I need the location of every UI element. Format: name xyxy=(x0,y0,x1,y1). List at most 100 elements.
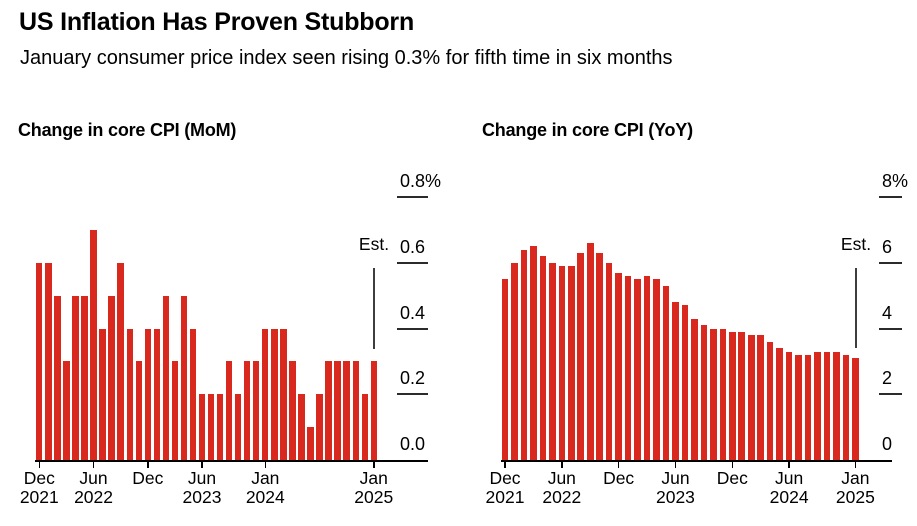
yoy-y-tick-label: 0 xyxy=(882,434,893,454)
mom-x-tick-mark xyxy=(264,461,267,468)
yoy-bar xyxy=(738,331,746,460)
mom-bar xyxy=(90,229,97,460)
yoy-bar xyxy=(842,354,850,460)
yoy-bar xyxy=(766,341,774,460)
yoy-estimate-label: Est. xyxy=(840,234,872,254)
mom-bar xyxy=(207,394,215,460)
yoy-y-tick-label: 4 xyxy=(882,302,893,323)
yoy-x-tick-label: Jun 2022 xyxy=(542,468,582,507)
yoy-bar xyxy=(662,285,670,460)
mom-bar xyxy=(271,328,278,460)
yoy-x-tick-label: Jun 2024 xyxy=(769,468,809,507)
mom-bar xyxy=(234,394,242,460)
yoy-bar xyxy=(700,325,708,460)
yoy-bar xyxy=(520,249,528,460)
yoy-x-tick-label: Dec xyxy=(716,468,748,488)
mom-x-tick-mark xyxy=(92,461,95,468)
yoy-bar xyxy=(672,302,679,460)
yoy-bar xyxy=(567,266,575,460)
yoy-bar xyxy=(586,243,594,460)
mom-bar xyxy=(153,328,160,460)
yoy-bar xyxy=(530,246,537,460)
yoy-x-axis-line xyxy=(501,459,892,462)
mom-bar xyxy=(334,361,341,460)
mom-bar xyxy=(81,295,88,460)
mom-bar xyxy=(99,328,106,460)
yoy-bar xyxy=(615,272,622,460)
page-subtitle: January consumer price index seen rising… xyxy=(20,47,673,69)
yoy-y-tick-label: 8% xyxy=(882,171,909,191)
yoy-bar-estimate xyxy=(852,358,859,460)
yoy-bar xyxy=(501,279,509,460)
mom-x-tick-label: Dec xyxy=(132,468,164,488)
yoy-x-tick-label: Dec xyxy=(603,468,635,488)
yoy-x-tick-mark xyxy=(561,461,563,468)
yoy-x-tick-label: Jan 2025 xyxy=(835,468,875,507)
yoy-bar xyxy=(785,351,793,460)
mom-y-tick-mark xyxy=(397,261,428,264)
yoy-y-tick-label: 6 xyxy=(882,236,893,257)
mom-bar xyxy=(198,394,206,460)
yoy-bar xyxy=(719,328,727,460)
mom-bar xyxy=(54,295,61,460)
yoy-y-tick-mark xyxy=(879,196,902,198)
yoy-bar xyxy=(804,354,812,460)
mom-bar xyxy=(117,262,124,460)
mom-bar xyxy=(225,361,233,460)
mom-bar xyxy=(325,361,332,460)
mom-bar xyxy=(280,328,287,460)
yoy-bar xyxy=(691,318,698,460)
yoy-y-tick-mark xyxy=(879,393,902,396)
yoy-bar xyxy=(558,266,566,460)
mom-y-tick-mark xyxy=(397,196,428,198)
mom-bar xyxy=(244,361,251,460)
yoy-bar xyxy=(747,335,755,460)
yoy-y-tick-label: 2 xyxy=(882,368,893,389)
yoy-bar xyxy=(605,262,613,460)
yoy-bar xyxy=(776,348,783,460)
mom-y-tick-mark xyxy=(397,393,428,396)
yoy-bar xyxy=(634,279,641,460)
yoy-bar xyxy=(795,354,802,460)
mom-estimate-line xyxy=(373,268,375,349)
yoy-bar xyxy=(577,252,585,460)
mom-bar xyxy=(171,361,179,460)
mom-bar xyxy=(162,295,170,460)
mom-x-tick-mark xyxy=(38,461,41,468)
mom-bar xyxy=(343,361,350,460)
yoy-bar xyxy=(823,351,831,460)
chart-title-mom: Change in core CPI (MoM) xyxy=(18,120,237,140)
mom-y-tick-label: 0.6 xyxy=(400,236,426,257)
yoy-x-tick-label: Jun 2023 xyxy=(655,468,695,507)
mom-bar xyxy=(352,361,359,460)
mom-bar xyxy=(316,394,323,460)
mom-bar-estimate xyxy=(370,361,377,460)
yoy-bar xyxy=(624,275,632,460)
yoy-bar xyxy=(681,305,689,460)
yoy-bar xyxy=(710,328,717,460)
yoy-bar xyxy=(653,279,660,460)
yoy-estimate-line xyxy=(855,268,857,348)
yoy-bar xyxy=(596,252,603,460)
mom-bar xyxy=(189,328,197,460)
mom-bar xyxy=(253,361,260,460)
mom-bar xyxy=(361,394,368,460)
yoy-bar xyxy=(814,351,821,460)
yoy-x-tick-mark xyxy=(504,461,506,468)
mom-bar xyxy=(135,361,142,460)
mom-bar xyxy=(298,394,305,460)
mom-x-tick-mark xyxy=(373,461,375,468)
mom-bar xyxy=(180,295,188,460)
yoy-x-tick-mark xyxy=(731,461,734,468)
mom-estimate-label: Est. xyxy=(358,234,390,254)
mom-bar xyxy=(307,427,314,460)
yoy-x-tick-mark xyxy=(854,461,857,468)
mom-x-tick-label: Jan 2025 xyxy=(354,468,394,507)
mom-x-tick-mark xyxy=(201,461,203,468)
mom-bar xyxy=(36,262,43,460)
yoy-y-tick-mark xyxy=(879,261,902,264)
yoy-bar xyxy=(643,275,651,460)
page-title: US Inflation Has Proven Stubborn xyxy=(19,8,415,36)
mom-y-tick-label: 0.0 xyxy=(400,434,426,454)
